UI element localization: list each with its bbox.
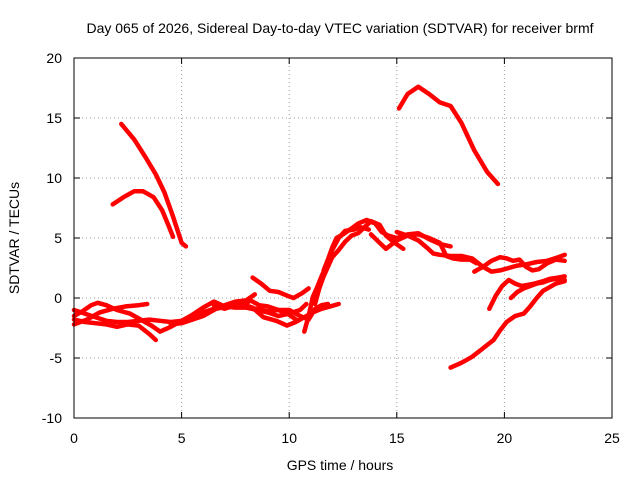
- x-tick-label: 5: [178, 430, 186, 446]
- x-tick-label: 25: [604, 430, 620, 446]
- y-tick-label: 10: [46, 170, 62, 186]
- series-line-arc-9: [211, 301, 309, 319]
- series-line-arc-11: [230, 298, 301, 324]
- y-tick-label: 15: [46, 110, 62, 126]
- x-axis-label: GPS time / hours: [287, 457, 394, 473]
- x-tick-label: 10: [281, 430, 297, 446]
- x-tick-label: 0: [70, 430, 78, 446]
- grid: [74, 58, 612, 418]
- series-line-arc-18: [448, 278, 567, 370]
- y-axis-label: SDTVAR / TECUs: [6, 182, 22, 294]
- chart-title: Day 065 of 2026, Sidereal Day-to-day VTE…: [86, 20, 593, 36]
- x-tick-label: 15: [389, 430, 405, 446]
- series-line-arc-17: [472, 254, 567, 274]
- series-group: [71, 84, 567, 370]
- series-line-arc-6: [71, 317, 159, 343]
- series-line-arc-10: [250, 275, 311, 301]
- y-tick-label: -5: [50, 350, 63, 366]
- series-line-arc-8: [168, 301, 341, 328]
- series-line-arc-3: [396, 84, 501, 187]
- series-line-arc-20: [508, 276, 567, 301]
- series-line-arc-7: [71, 301, 150, 327]
- y-tick-label: 0: [54, 290, 62, 306]
- series-line-arc-1: [119, 121, 189, 249]
- y-tick-label: 5: [54, 230, 62, 246]
- y-tick-label: 20: [46, 50, 62, 66]
- series-line-arc-4: [71, 299, 331, 334]
- axis-ticks: 0 5 10 15 20 25 -10 -5 0 5 10 15 20: [42, 50, 620, 446]
- series-line-arc-15: [368, 232, 479, 266]
- series-line-arc-2: [110, 188, 176, 240]
- y-tick-label: -10: [42, 410, 62, 426]
- x-tick-label: 20: [497, 430, 513, 446]
